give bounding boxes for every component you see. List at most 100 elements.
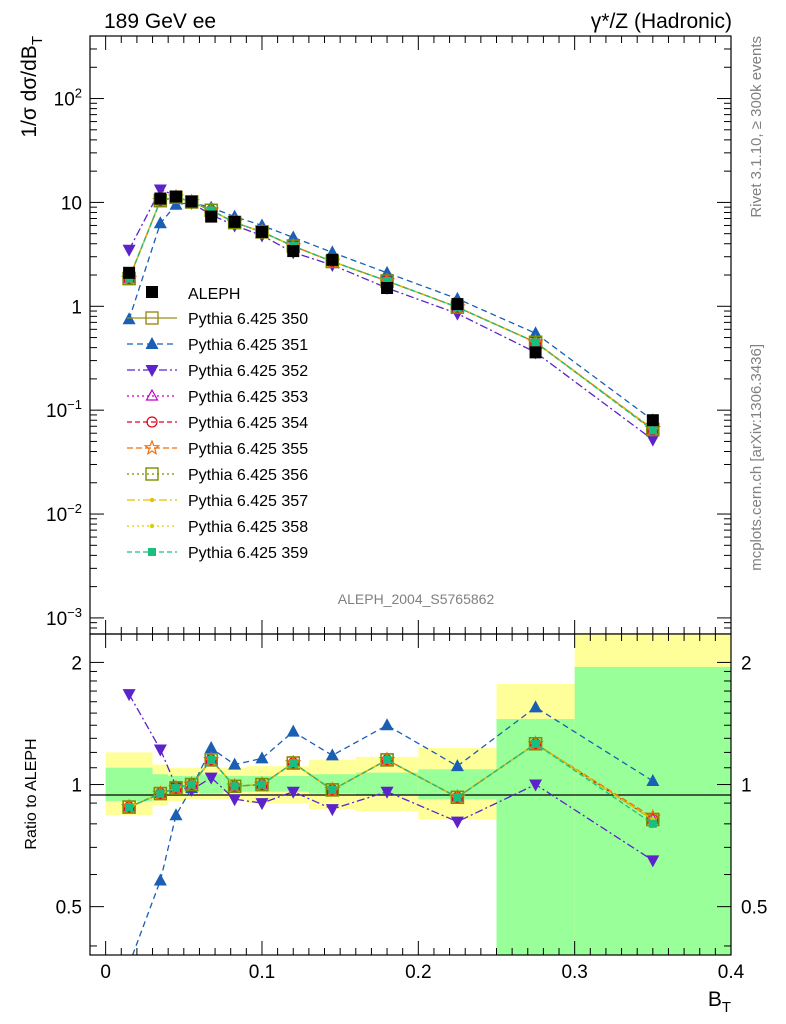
aleph-data-point [169,190,182,203]
legend-marker-350 [145,311,159,325]
legend-marker-354 [146,416,158,428]
ratio-point-352 [153,744,167,757]
ratio-series-layer [120,689,662,955]
ratio-frame [89,633,732,956]
ratio-point-351 [228,757,242,770]
ratio-panel: 0.5 0.5 1 1 2 2 0 0.1 0.2 0.3 0.4 Ratio to ALEPH B… [23,633,767,1016]
ratio-point-356 [528,737,543,751]
main-ytick-label: 1 [71,297,82,318]
ratio-point-356 [122,800,136,814]
legend-label-358: Pythia 6.425 358 [188,519,308,536]
legend-marker-aleph [146,286,158,298]
series-point-359 [383,277,392,286]
series-point-359 [207,206,216,215]
legend-label-356: Pythia 6.425 356 [188,467,308,484]
legend-marker-356 [145,467,159,481]
header-right: γ*/Z (Hadronic) [591,10,732,33]
ratio-point-359 [125,803,134,812]
legend-marker-355 [143,439,161,456]
main-axes: 10−3 10−2 10−1 1 10 102 [46,35,732,635]
ratio-point-359 [156,789,165,798]
ratio-point-354 [451,791,464,803]
ratio-point-352 [255,798,269,811]
ratio-point-359 [257,780,266,789]
ratio-point-351 [169,808,183,821]
ratio-point-351 [646,774,660,787]
aleph-data-point [287,245,300,258]
ratio-point-359 [383,755,392,764]
ratio-ytick-label-right: 1 [741,776,752,797]
aleph-data-point [255,225,268,238]
aleph-data-point [123,266,136,279]
series-point-351 [529,326,543,339]
band-inner [496,719,575,955]
ratio-ylabel: Ratio to ALEPH [23,738,40,849]
xtick-label: 0.2 [405,962,431,983]
ratio-point-352 [646,855,660,868]
band-inner [355,772,419,796]
ratio-point-351 [529,700,543,713]
ratio-point-359 [531,739,540,748]
legend-label-353: Pythia 6.425 353 [188,389,308,406]
ratio-point-354 [287,757,299,769]
aleph-data-point [205,210,218,223]
ratio-point-359 [207,755,216,764]
xtick-label: 0.3 [561,962,587,983]
ratio-point-352 [122,689,136,702]
legend-label-359: Pythia 6.425 359 [188,545,308,562]
ratio-point-354 [326,784,338,796]
aleph-data-point [451,298,464,311]
watermark: ALEPH_2004_S5765862 [338,591,495,607]
ratio-point-356 [204,753,218,767]
aleph-data-point [154,192,167,205]
ratio-point-352 [380,786,394,799]
legend-marker-353 [145,388,159,401]
main-ytick-label: 10−2 [46,501,82,526]
ratio-point-352 [325,804,339,817]
band-inner [105,767,153,802]
legend: ALEPH Pythia 6.425 350 Pythia 6.425 351 Pyt… [127,286,308,562]
data-points-layer [123,190,659,427]
ratio-point-354 [205,754,217,766]
ratio-point-356 [325,783,340,797]
series-point-352 [153,184,167,197]
ratio-point-359 [453,793,462,802]
ratio-point-354 [154,787,166,800]
series-point-352 [122,244,136,257]
main-ytick-label: 10 [61,193,82,214]
ratio-point-359 [187,780,196,789]
ratio-point-351 [204,741,218,754]
aleph-data-point [228,215,241,228]
main-ylabel: 1/σ dσ/dBT [18,36,46,138]
legend-label-352: Pythia 6.425 352 [188,363,308,380]
xtick-label: 0.4 [718,962,745,983]
ratio-ytick-label-right: 0.5 [741,898,767,919]
ratio-ytick-label: 0.5 [56,898,82,919]
ratio-point-354 [529,738,542,750]
main-panel: 10−3 10−2 10−1 1 10 102 ALEPH_2004_S5765862 1… [18,35,732,635]
series-point-359 [531,338,540,347]
ratio-point-359 [230,782,239,791]
legend-label-355: Pythia 6.425 355 [188,441,308,458]
aleph-data-point [646,414,659,427]
legend-label-aleph: ALEPH [188,286,240,303]
side-label-bottom: mcplots.cern.ch [arXiv:1306.3436] [748,344,765,571]
xlabel: BT [708,988,731,1016]
ratio-point-356 [169,781,183,795]
legend-marker-358 [149,523,155,529]
main-ytick-label: 10−1 [46,397,82,422]
ratio-point-356 [450,790,465,805]
aleph-data-point [381,281,394,294]
ratio-point-354 [123,801,135,813]
legend-label-350: Pythia 6.425 350 [188,311,308,328]
legend-label-354: Pythia 6.425 354 [188,415,308,432]
ratio-point-352 [450,816,464,829]
legend-marker-351 [145,337,159,349]
ratio-ytick-label-right: 2 [741,653,752,674]
legend-label-357: Pythia 6.425 357 [188,493,308,510]
ratio-point-356 [184,777,199,792]
ratio-ytick-label: 2 [71,653,82,674]
aleph-data-point [326,253,339,266]
ratio-point-351 [380,718,394,731]
